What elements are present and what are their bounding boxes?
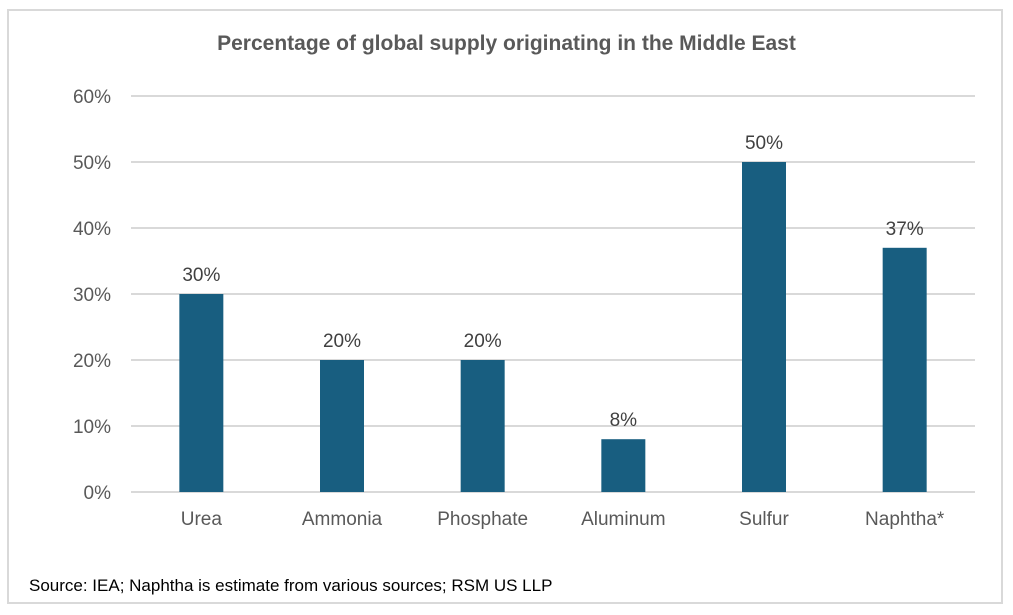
y-tick-label: 10% bbox=[73, 417, 111, 438]
y-tick-label: 50% bbox=[73, 153, 111, 174]
x-tick-label: Sulfur bbox=[739, 509, 789, 530]
chart-frame bbox=[7, 9, 1003, 604]
x-tick-label: Phosphate bbox=[437, 509, 528, 530]
bar-urea bbox=[179, 294, 224, 492]
bar-phosphate bbox=[460, 360, 505, 492]
x-tick-label: Naphtha* bbox=[865, 509, 945, 530]
gridlines bbox=[131, 95, 975, 493]
data-labels: 30% 20% 20% 8% 50% 37% bbox=[182, 133, 923, 431]
y-tick-label: 20% bbox=[73, 351, 111, 372]
bar-naphtha bbox=[882, 247, 927, 492]
y-axis-ticks: 0% 10% 20% 30% 40% 50% 60% bbox=[73, 87, 111, 504]
y-tick-label: 0% bbox=[84, 483, 112, 504]
data-label: 30% bbox=[182, 265, 220, 286]
y-tick-label: 60% bbox=[73, 87, 111, 108]
data-label: 37% bbox=[886, 219, 924, 240]
bar-ammonia bbox=[320, 360, 364, 492]
source-note: Source: IEA; Naphtha is estimate from va… bbox=[29, 576, 553, 595]
data-label: 8% bbox=[610, 410, 638, 431]
x-tick-label: Ammonia bbox=[302, 509, 383, 530]
y-tick-label: 30% bbox=[73, 285, 111, 306]
x-tick-label: Urea bbox=[181, 509, 223, 530]
data-label: 20% bbox=[464, 331, 502, 352]
x-axis-labels: Urea Ammonia Phosphate Aluminum Sulfur Naphth… bbox=[181, 509, 945, 530]
y-tick-label: 40% bbox=[73, 219, 111, 240]
bar-aluminum bbox=[601, 439, 646, 492]
data-label: 20% bbox=[323, 331, 361, 352]
bar-sulfur bbox=[742, 162, 786, 492]
bars bbox=[179, 162, 927, 492]
data-label: 50% bbox=[745, 133, 783, 154]
x-tick-label: Aluminum bbox=[581, 509, 665, 530]
chart-title: Percentage of global supply originating … bbox=[217, 32, 796, 55]
